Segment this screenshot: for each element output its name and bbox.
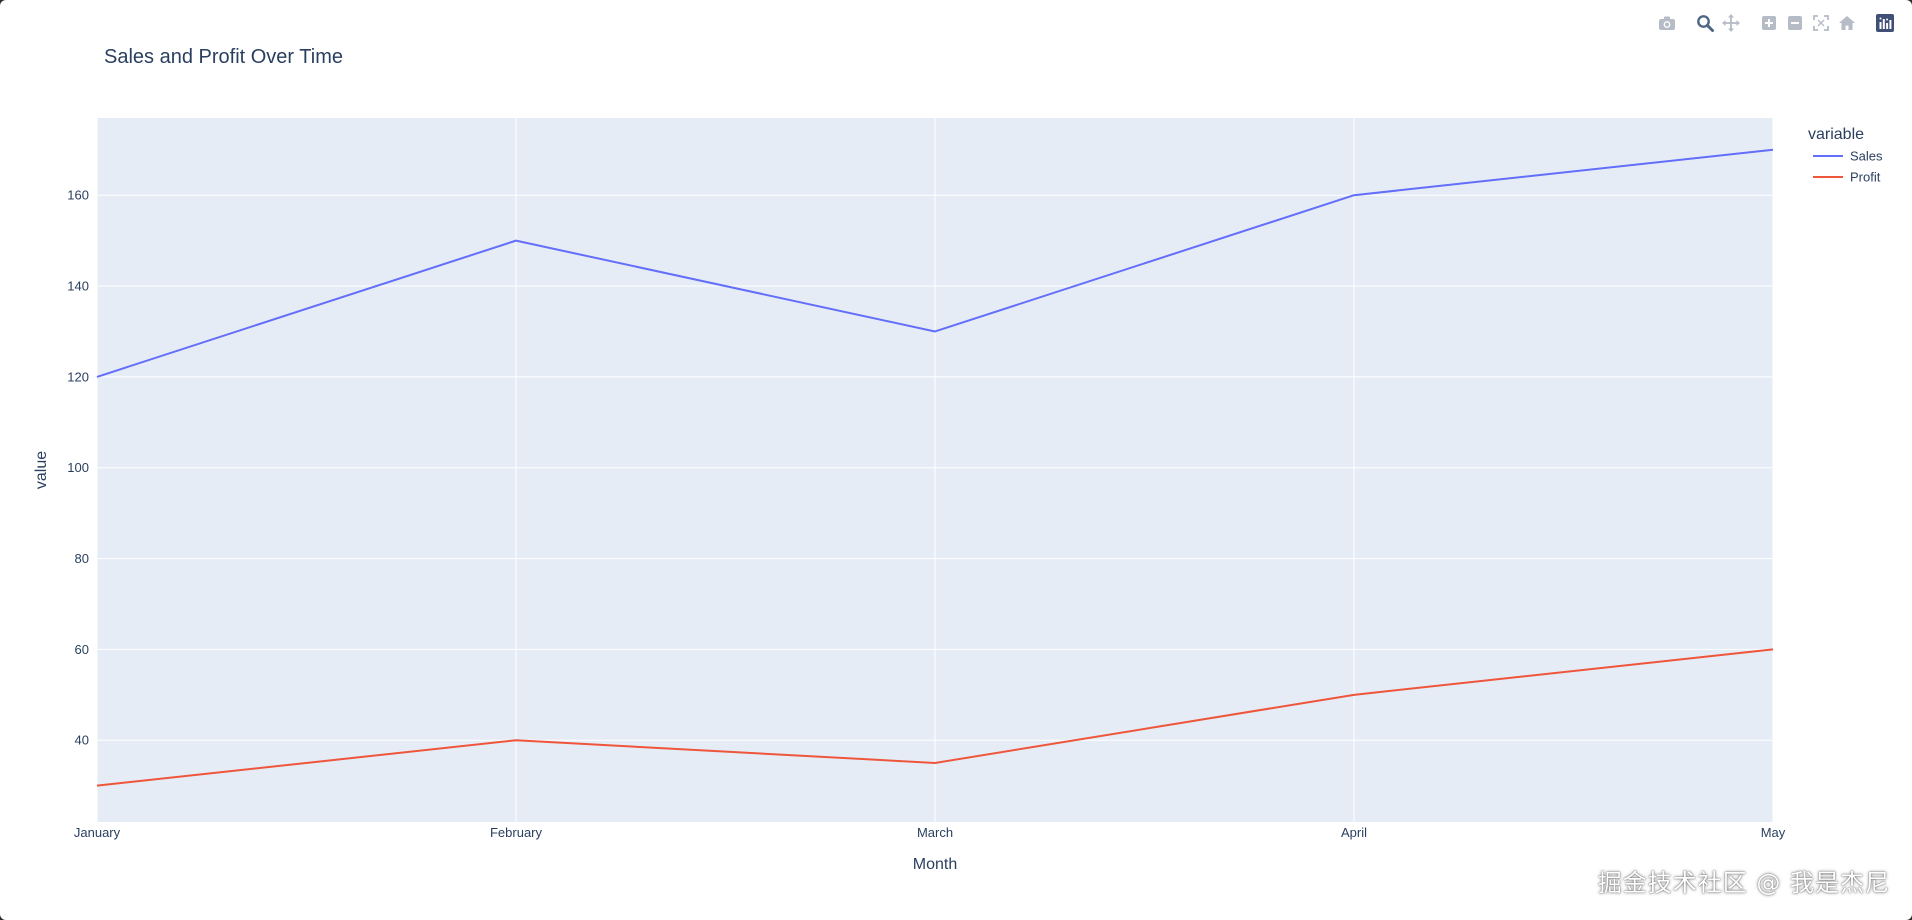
data-point-profit[interactable] [1769, 645, 1777, 653]
y-tick-label: 120 [67, 369, 89, 384]
legend[interactable]: variable Sales Profit [1808, 126, 1883, 185]
chart-title: Sales and Profit Over Time [104, 46, 343, 68]
data-point-profit[interactable] [931, 759, 939, 767]
legend-item-profit[interactable]: Profit [1813, 170, 1881, 185]
series-line-sales[interactable] [96, 148, 1774, 378]
y-tick-label: 100 [67, 460, 89, 475]
x-axis-title: Month [913, 856, 957, 873]
grid-lines [96, 118, 1774, 822]
watermark: 掘金技术社区 @ 我是杰尼 [1597, 869, 1890, 897]
autoscale-icon[interactable] [1810, 12, 1832, 34]
data-point-profit[interactable] [1350, 691, 1358, 699]
x-tick-label: May [1761, 825, 1786, 840]
plotly-logo-icon[interactable] [1874, 12, 1896, 34]
data-point-sales[interactable] [93, 373, 101, 381]
series-layer [93, 146, 1777, 790]
x-tick-label: April [1341, 825, 1367, 840]
series-line-profit[interactable] [96, 648, 1774, 787]
modebar-toolbar [1656, 12, 1896, 34]
data-point-sales[interactable] [1769, 146, 1777, 154]
camera-icon[interactable] [1656, 12, 1678, 34]
x-tick-label: March [917, 825, 953, 840]
zoom-out-icon[interactable] [1784, 12, 1806, 34]
zoom-icon[interactable] [1694, 12, 1716, 34]
legend-item-sales[interactable]: Sales [1813, 149, 1883, 164]
data-point-sales[interactable] [1350, 191, 1358, 199]
legend-label: Profit [1850, 170, 1881, 185]
x-tick-label: February [490, 825, 543, 840]
y-tick-label: 40 [75, 733, 89, 748]
y-tick-label: 160 [67, 188, 89, 203]
y-axis-title: value [33, 451, 50, 489]
y-tick-label: 80 [75, 551, 89, 566]
legend-label: Sales [1850, 149, 1883, 164]
zoom-in-icon[interactable] [1758, 12, 1780, 34]
data-point-profit[interactable] [512, 736, 520, 744]
x-axis-ticks: January February March April May [74, 825, 1786, 840]
pan-icon[interactable] [1720, 12, 1742, 34]
data-point-sales[interactable] [512, 237, 520, 245]
data-point-profit[interactable] [93, 782, 101, 790]
data-point-sales[interactable] [931, 327, 939, 335]
reset-axes-icon[interactable] [1836, 12, 1858, 34]
y-axis-ticks: 40 60 80 100 120 140 160 [67, 188, 89, 748]
legend-title: variable [1808, 126, 1864, 143]
y-tick-label: 60 [75, 642, 89, 657]
y-tick-label: 140 [67, 279, 89, 294]
x-tick-label: January [74, 825, 121, 840]
